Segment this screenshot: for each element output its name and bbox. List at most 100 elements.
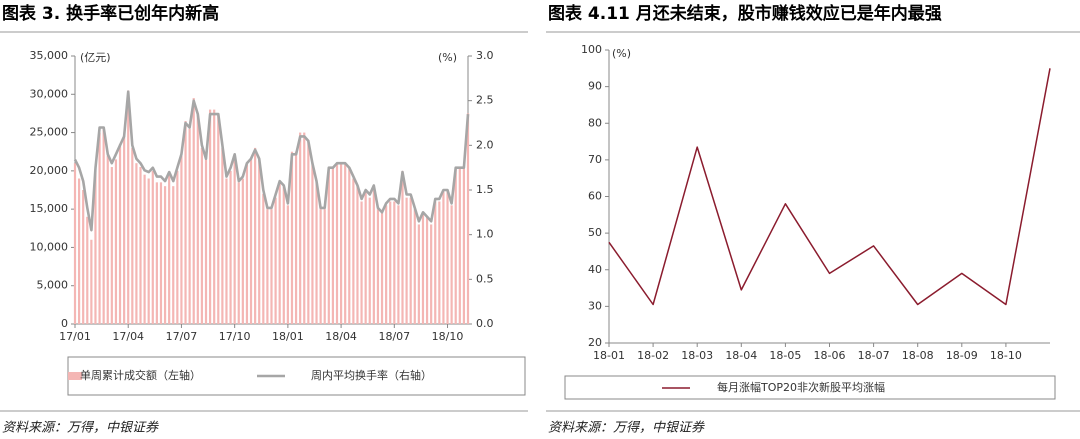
bar xyxy=(123,136,126,324)
bar xyxy=(315,182,318,324)
y-axis-label: (%) xyxy=(612,47,631,60)
bar xyxy=(344,163,347,324)
bar xyxy=(397,205,400,324)
bar xyxy=(131,147,134,324)
bar xyxy=(450,205,453,324)
bar xyxy=(360,201,363,324)
x-tick-label: 18-02 xyxy=(637,349,669,362)
bar xyxy=(323,209,326,324)
bar xyxy=(192,98,195,324)
bar xyxy=(184,121,187,324)
bar xyxy=(270,209,273,324)
bar xyxy=(434,201,437,324)
bar xyxy=(110,167,113,324)
x-tick-label: 18-08 xyxy=(902,349,934,362)
bar xyxy=(303,132,306,324)
x-tick-label: 18-07 xyxy=(858,349,890,362)
bar xyxy=(143,174,146,324)
y-tick-label: 40 xyxy=(588,263,602,276)
bar xyxy=(462,167,466,324)
legend-label: 周内平均换手率（右轴） xyxy=(311,368,432,382)
bar xyxy=(348,167,351,324)
bar xyxy=(77,178,81,324)
bar xyxy=(102,128,105,324)
bar xyxy=(376,209,380,324)
bar xyxy=(135,163,138,324)
y2-axis-label: (%) xyxy=(438,51,457,64)
x-tick-label: 17/07 xyxy=(166,330,198,343)
bar xyxy=(188,128,191,324)
line xyxy=(608,68,1051,306)
bar xyxy=(286,205,289,324)
x-tick-label: 18/10 xyxy=(432,330,464,343)
bar xyxy=(458,167,461,324)
bar xyxy=(73,163,77,324)
bar xyxy=(307,140,310,324)
bar xyxy=(389,201,392,324)
bar xyxy=(380,212,384,324)
y-tick-label: 5,000 xyxy=(37,279,69,292)
bar xyxy=(213,109,216,324)
bar xyxy=(446,190,449,324)
bar xyxy=(442,190,445,324)
bar xyxy=(311,163,314,324)
bar xyxy=(176,170,179,324)
bar xyxy=(90,239,93,324)
bar xyxy=(106,155,109,324)
y-tick-label: 100 xyxy=(581,43,602,56)
y2-tick-label: 0.0 xyxy=(476,317,494,330)
bar xyxy=(241,178,244,324)
bar xyxy=(372,186,375,324)
y-tick-label: 0 xyxy=(61,317,68,330)
y2-tick-label: 2.5 xyxy=(476,94,494,107)
x-tick-label: 17/04 xyxy=(112,330,144,343)
y2-tick-label: 0.5 xyxy=(476,272,494,285)
y-tick-label: 70 xyxy=(588,153,602,166)
bar xyxy=(196,113,199,324)
bar xyxy=(233,155,236,324)
bar xyxy=(217,113,220,324)
y-tick-label: 80 xyxy=(588,116,602,129)
bar xyxy=(393,201,396,324)
bar xyxy=(413,209,416,324)
bar xyxy=(299,132,302,324)
x-tick-label: 18/01 xyxy=(272,330,304,343)
bar xyxy=(409,197,412,324)
y-tick-label: 30,000 xyxy=(30,87,69,100)
x-tick-label: 18-10 xyxy=(990,349,1022,362)
y2-tick-label: 2.0 xyxy=(476,138,494,151)
bar xyxy=(335,163,339,324)
bar xyxy=(98,132,101,324)
y-axis-label: (亿元) xyxy=(80,51,111,64)
bar xyxy=(114,159,118,324)
bar xyxy=(327,167,330,324)
chart-title: 图表 3. 换手率已创年内新高 xyxy=(2,3,219,24)
bar xyxy=(127,90,130,324)
bar xyxy=(118,144,122,324)
bar xyxy=(425,216,429,324)
bar xyxy=(466,113,470,324)
x-tick-label: 18/04 xyxy=(325,330,357,343)
bar xyxy=(86,216,89,324)
bar xyxy=(249,159,253,324)
bar xyxy=(356,186,359,324)
bar xyxy=(331,167,335,324)
source: 资料来源：万得，中银证券 xyxy=(548,421,705,436)
y-tick-label: 90 xyxy=(588,80,602,93)
bar xyxy=(168,174,171,324)
source: 资料来源：万得，中银证券 xyxy=(2,421,159,436)
bar xyxy=(438,201,441,324)
bar xyxy=(155,182,158,324)
x-tick-label: 18-03 xyxy=(681,349,713,362)
bar xyxy=(430,224,433,324)
line xyxy=(73,90,470,232)
x-tick-label: 17/10 xyxy=(219,330,251,343)
x-tick-label: 18-01 xyxy=(593,349,625,362)
y-tick-label: 20 xyxy=(588,336,602,349)
x-tick-label: 18-04 xyxy=(725,349,757,362)
y-tick-label: 60 xyxy=(588,190,602,203)
bar xyxy=(421,212,425,324)
bar xyxy=(290,151,294,324)
bar xyxy=(405,197,408,324)
